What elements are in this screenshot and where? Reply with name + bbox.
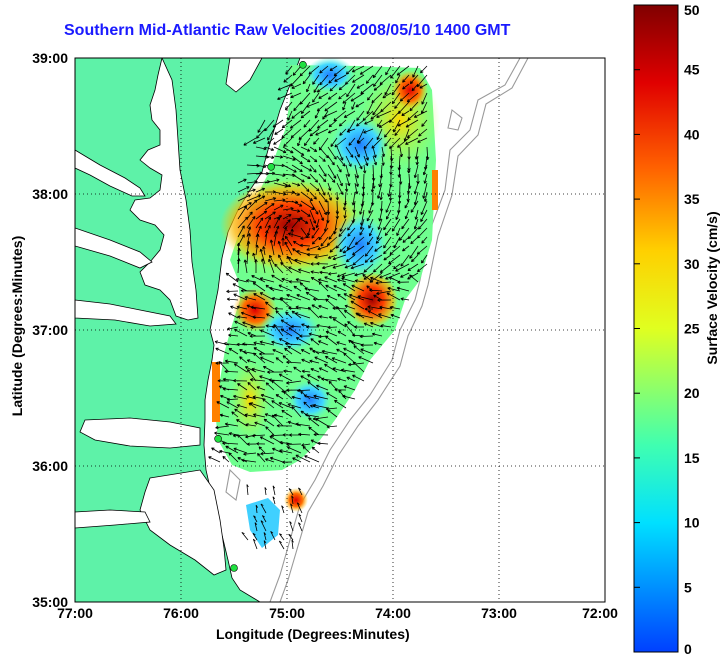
colorbar-tick-label: 35 xyxy=(684,191,700,207)
x-tick-label: 75:00 xyxy=(269,605,305,621)
y-ticks: 39:00 38:00 37:00 36:00 35:00 xyxy=(32,50,68,610)
y-tick-label: 38:00 xyxy=(32,186,68,202)
y-tick-label: 35:00 xyxy=(32,594,68,610)
x-tick-label: 73:00 xyxy=(481,605,517,621)
radar-sites xyxy=(214,61,307,572)
colorbar-tick-label: 5 xyxy=(684,579,692,595)
x-tick-label: 77:00 xyxy=(57,605,93,621)
x-axis-label: Longitude (Degrees:Minutes) xyxy=(216,626,410,642)
radar-site-marker xyxy=(230,564,238,572)
grid xyxy=(75,58,605,602)
colorbar-label: Surface Velocity (cm/s) xyxy=(704,211,720,365)
radar-site-marker xyxy=(267,163,275,171)
plot-frame xyxy=(74,57,606,603)
albemarle-sound xyxy=(79,417,201,449)
y-tick-label: 39:00 xyxy=(32,50,68,66)
colorbar xyxy=(633,4,679,653)
y-tick-label: 37:00 xyxy=(32,322,68,338)
x-tick-label: 74:00 xyxy=(375,605,411,621)
colorbar-tick-label: 15 xyxy=(684,450,700,466)
colorbar-tick-label: 30 xyxy=(684,256,700,272)
x-tick-label: 76:00 xyxy=(163,605,199,621)
velocity-vectors xyxy=(208,65,430,550)
pamlico-river xyxy=(75,509,151,529)
colorbar-tick-label: 10 xyxy=(684,515,700,531)
radar-site-marker xyxy=(214,434,222,443)
colorbar-tick-label: 45 xyxy=(684,62,700,78)
james-river xyxy=(75,299,177,327)
velocity-arrow xyxy=(208,65,430,550)
pamlico-sound xyxy=(139,469,227,576)
x-ticks: 77:00 76:00 75:00 74:00 73:00 72:00 xyxy=(57,605,618,621)
rappahannock-river xyxy=(75,227,153,269)
plot-title: Southern Mid-Atlantic Raw Velocities 200… xyxy=(64,22,511,39)
colorbar-tick-label: 50 xyxy=(684,2,700,18)
y-tick-label: 36:00 xyxy=(32,458,68,474)
delaware-bay xyxy=(225,58,263,93)
colorbar-tick-label: 25 xyxy=(684,321,700,337)
x-tick-label: 72:00 xyxy=(582,605,618,621)
colorbar-tick-label: 20 xyxy=(684,385,700,401)
y-axis-label: Latitude (Degrees:Minutes) xyxy=(9,235,25,417)
potomac-river xyxy=(75,149,146,197)
radar-site-marker xyxy=(299,61,307,69)
colorbar-tick-label: 0 xyxy=(684,641,692,657)
colorbar-tick-label: 40 xyxy=(684,126,700,142)
